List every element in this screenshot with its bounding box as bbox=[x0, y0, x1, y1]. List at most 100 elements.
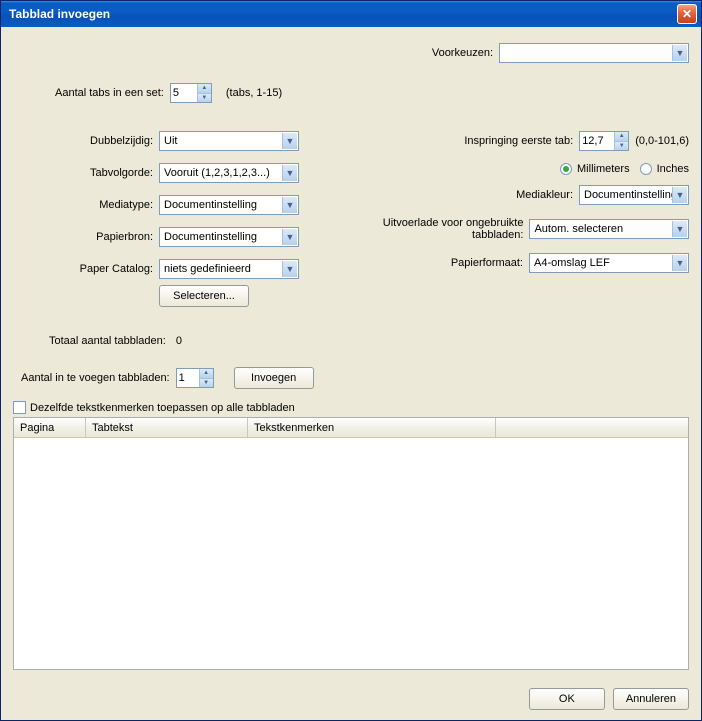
mediatype-value: Documentinstelling bbox=[164, 199, 257, 211]
chevron-down-icon: ▼ bbox=[672, 45, 687, 61]
papierbron-value: Documentinstelling bbox=[164, 231, 257, 243]
radio-millimeters-input[interactable] bbox=[560, 163, 572, 175]
tabvolgorde-dropdown[interactable]: Vooruit (1,2,3,1,2,3...) ▼ bbox=[159, 163, 299, 183]
row-selecteren: Selecteren... bbox=[13, 285, 343, 307]
row-papierformaat: Papierformaat: A4-omslag LEF ▼ bbox=[329, 253, 689, 273]
spinner-buttons: ▲ ▼ bbox=[614, 132, 628, 150]
dialog-window: Tabblad invoegen ✕ Voorkeuzen: ▼ Aantal … bbox=[0, 0, 702, 721]
papierbron-label: Papierbron: bbox=[13, 231, 153, 243]
row-uitvoerlade: Uitvoerlade voor ongebruikte tabbladen: … bbox=[329, 217, 689, 241]
aantal-invoegen-label: Aantal in te voegen tabbladen: bbox=[21, 372, 170, 384]
right-column: Inspringing eerste tab: ▲ ▼ (0,0-101,6) … bbox=[329, 131, 689, 285]
mediatype-label: Mediatype: bbox=[13, 199, 153, 211]
spinner-buttons: ▲ ▼ bbox=[199, 369, 213, 387]
col-tabtekst[interactable]: Tabtekst bbox=[86, 418, 248, 437]
totaal-label: Totaal aantal tabbladen: bbox=[49, 335, 166, 347]
aantal-tabs-label: Aantal tabs in een set: bbox=[55, 87, 164, 99]
chevron-down-icon: ▼ bbox=[672, 221, 687, 237]
aantal-tabs-input[interactable] bbox=[171, 84, 197, 102]
mediakleur-label: Mediakleur: bbox=[516, 189, 573, 201]
chevron-down-icon: ▼ bbox=[282, 165, 297, 181]
paper-catalog-dropdown[interactable]: niets gedefinieerd ▼ bbox=[159, 259, 299, 279]
radio-millimeters-label: Millimeters bbox=[577, 163, 630, 175]
chevron-down-icon: ▼ bbox=[672, 187, 687, 203]
inspringing-label: Inspringing eerste tab: bbox=[464, 135, 573, 147]
voorkeuzen-label: Voorkeuzen: bbox=[432, 47, 493, 59]
chevron-down-icon: ▼ bbox=[282, 261, 297, 277]
mediakleur-value: Documentinstelling bbox=[584, 189, 677, 201]
spinner-up[interactable]: ▲ bbox=[200, 369, 213, 379]
uitvoerlade-label: Uitvoerlade voor ongebruikte tabbladen: bbox=[329, 217, 523, 241]
mediatype-dropdown[interactable]: Documentinstelling ▼ bbox=[159, 195, 299, 215]
inspringing-input[interactable] bbox=[580, 132, 614, 150]
row-dubbelzijdig: Dubbelzijdig: Uit ▼ bbox=[13, 131, 343, 151]
window-title: Tabblad invoegen bbox=[9, 7, 677, 21]
col-pagina[interactable]: Pagina bbox=[14, 418, 86, 437]
spinner-down[interactable]: ▼ bbox=[200, 379, 213, 388]
row-checkbox: Dezelfde tekstkenmerken toepassen op all… bbox=[13, 401, 689, 414]
close-button[interactable]: ✕ bbox=[677, 4, 697, 24]
dubbelzijdig-value: Uit bbox=[164, 135, 177, 147]
aantal-tabs-hint: (tabs, 1-15) bbox=[226, 87, 282, 99]
papierformaat-label: Papierformaat: bbox=[451, 257, 523, 269]
ok-button[interactable]: OK bbox=[529, 688, 605, 710]
row-units: Millimeters Inches bbox=[329, 163, 689, 175]
inspringing-hint: (0,0-101,6) bbox=[635, 135, 689, 147]
mediakleur-dropdown[interactable]: Documentinstelling ▼ bbox=[579, 185, 689, 205]
papierformaat-dropdown[interactable]: A4-omslag LEF ▼ bbox=[529, 253, 689, 273]
col-tekstkenmerken[interactable]: Tekstkenmerken bbox=[248, 418, 496, 437]
dialog-footer: OK Annuleren bbox=[529, 688, 689, 710]
apply-all-label: Dezelfde tekstkenmerken toepassen op all… bbox=[30, 402, 295, 414]
radio-inches[interactable]: Inches bbox=[640, 163, 689, 175]
mid-section: Totaal aantal tabbladen: 0 Aantal in te … bbox=[13, 335, 689, 414]
radio-inches-input[interactable] bbox=[640, 163, 652, 175]
spinner-down[interactable]: ▼ bbox=[615, 142, 628, 151]
uitvoerlade-dropdown[interactable]: Autom. selecteren ▼ bbox=[529, 219, 689, 239]
col-empty[interactable] bbox=[496, 418, 688, 437]
aantal-invoegen-spinner[interactable]: ▲ ▼ bbox=[176, 368, 214, 388]
inspringing-spinner[interactable]: ▲ ▼ bbox=[579, 131, 629, 151]
uitvoerlade-value: Autom. selecteren bbox=[534, 223, 623, 235]
apply-all-checkbox[interactable] bbox=[13, 401, 26, 414]
papierformaat-value: A4-omslag LEF bbox=[534, 257, 610, 269]
table-header: Pagina Tabtekst Tekstkenmerken bbox=[14, 418, 688, 438]
table-body bbox=[14, 438, 688, 669]
spinner-up[interactable]: ▲ bbox=[615, 132, 628, 142]
chevron-down-icon: ▼ bbox=[282, 133, 297, 149]
tabvolgorde-value: Vooruit (1,2,3,1,2,3...) bbox=[164, 167, 270, 179]
aantal-tabs-spinner[interactable]: ▲ ▼ bbox=[170, 83, 212, 103]
row-totaal: Totaal aantal tabbladen: 0 bbox=[49, 335, 689, 347]
dubbelzijdig-label: Dubbelzijdig: bbox=[13, 135, 153, 147]
row-mediatype: Mediatype: Documentinstelling ▼ bbox=[13, 195, 343, 215]
paper-catalog-value: niets gedefinieerd bbox=[164, 263, 251, 275]
row-papierbron: Papierbron: Documentinstelling ▼ bbox=[13, 227, 343, 247]
row-inspringing: Inspringing eerste tab: ▲ ▼ (0,0-101,6) bbox=[329, 131, 689, 151]
titlebar: Tabblad invoegen ✕ bbox=[1, 1, 701, 27]
invoegen-button[interactable]: Invoegen bbox=[234, 367, 314, 389]
voorkeuzen-dropdown[interactable]: ▼ bbox=[499, 43, 689, 63]
spinner-down[interactable]: ▼ bbox=[198, 94, 211, 103]
cancel-button[interactable]: Annuleren bbox=[613, 688, 689, 710]
dubbelzijdig-dropdown[interactable]: Uit ▼ bbox=[159, 131, 299, 151]
selecteren-button[interactable]: Selecteren... bbox=[159, 285, 249, 307]
chevron-down-icon: ▼ bbox=[282, 229, 297, 245]
totaal-value: 0 bbox=[176, 335, 182, 347]
aantal-invoegen-input[interactable] bbox=[177, 369, 199, 387]
row-voorkeuzen: Voorkeuzen: ▼ bbox=[13, 43, 689, 63]
radio-millimeters[interactable]: Millimeters bbox=[560, 163, 630, 175]
dialog-content: Voorkeuzen: ▼ Aantal tabs in een set: ▲ … bbox=[1, 27, 701, 720]
row-aantal-tabs: Aantal tabs in een set: ▲ ▼ (tabs, 1-15) bbox=[55, 83, 689, 103]
spinner-up[interactable]: ▲ bbox=[198, 84, 211, 94]
spinner-buttons: ▲ ▼ bbox=[197, 84, 211, 102]
tabs-table: Pagina Tabtekst Tekstkenmerken bbox=[13, 417, 689, 670]
papierbron-dropdown[interactable]: Documentinstelling ▼ bbox=[159, 227, 299, 247]
row-paper-catalog: Paper Catalog: niets gedefinieerd ▼ bbox=[13, 259, 343, 279]
chevron-down-icon: ▼ bbox=[282, 197, 297, 213]
chevron-down-icon: ▼ bbox=[672, 255, 687, 271]
paper-catalog-label: Paper Catalog: bbox=[13, 263, 153, 275]
left-column: Dubbelzijdig: Uit ▼ Tabvolgorde: Vooruit… bbox=[13, 131, 343, 319]
row-aantal-invoegen: Aantal in te voegen tabbladen: ▲ ▼ Invoe… bbox=[21, 367, 689, 389]
radio-inches-label: Inches bbox=[657, 163, 689, 175]
row-mediakleur: Mediakleur: Documentinstelling ▼ bbox=[329, 185, 689, 205]
row-tabvolgorde: Tabvolgorde: Vooruit (1,2,3,1,2,3...) ▼ bbox=[13, 163, 343, 183]
